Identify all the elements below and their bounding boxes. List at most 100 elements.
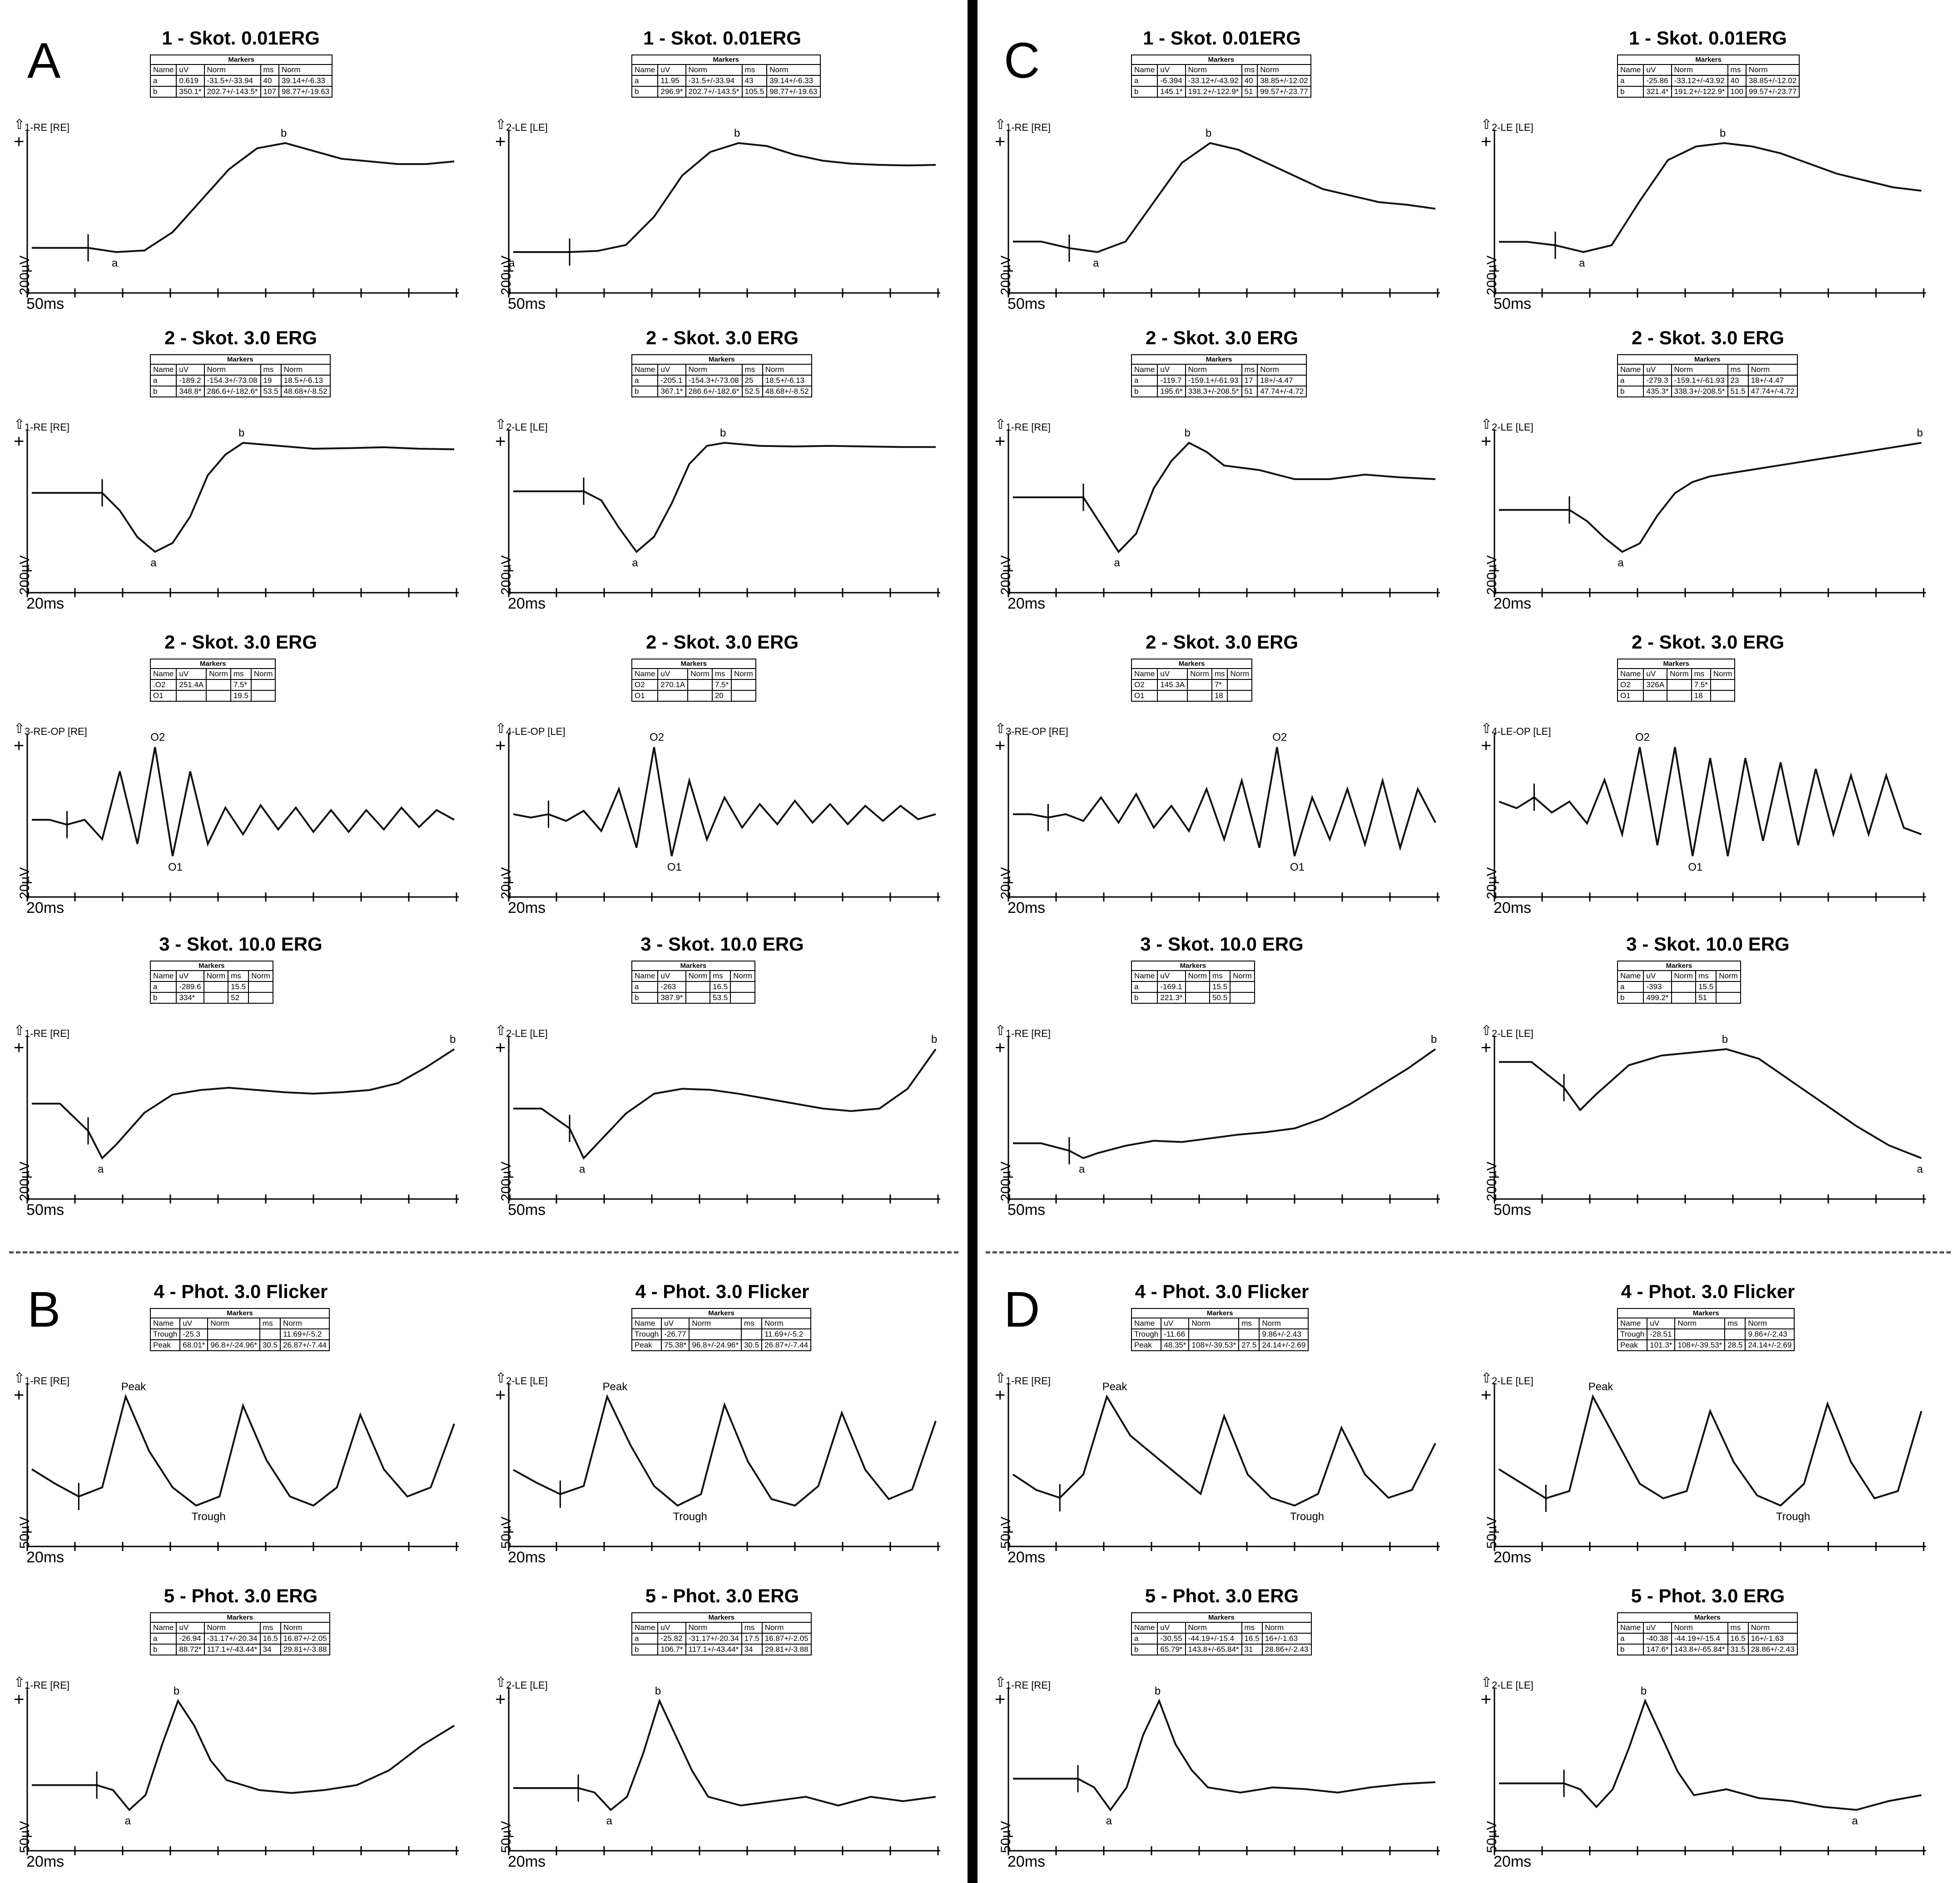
- erg-waveform: [1499, 142, 1922, 253]
- markers-cell: 39.14+/-6.33: [278, 75, 333, 87]
- plus-icon: +: [995, 132, 1006, 152]
- plot-title: 3 - Skot. 10.0 ERG: [640, 933, 804, 955]
- markers-cell: 17: [1241, 375, 1258, 387]
- channel-label: 1-RE [RE]: [25, 421, 70, 433]
- plus-icon: +: [1481, 1038, 1492, 1058]
- peak-label: b: [655, 1685, 661, 1697]
- erg-trace-area: ab: [26, 427, 459, 597]
- markers-cell: 16.87+/-2.05: [280, 1633, 330, 1645]
- markers-header-cell: Norm: [250, 668, 276, 680]
- markers-cell: 18+/-4.47: [1747, 375, 1798, 387]
- up-arrow-icon: ⇧: [1481, 721, 1493, 736]
- time-scale-label: 20ms: [1494, 1549, 1532, 1566]
- markers-table: Markers Name uV Norm ms Norm O2 270.1A 7.5* O1 20: [631, 659, 756, 702]
- markers-table: Markers Name uV Norm ms Norm O2 145.3A 7* O1 18: [1131, 659, 1253, 702]
- markers-cell: -279.3: [1643, 375, 1672, 387]
- trough-label: a: [632, 557, 638, 569]
- markers-cell: a: [1617, 1633, 1644, 1645]
- erg-waveform: [32, 747, 455, 857]
- markers-header-cell: Norm: [689, 1318, 742, 1329]
- panel-letter-d: D: [1004, 1282, 1040, 1338]
- markers-cell: 286.6+/-182.6*: [203, 386, 261, 397]
- time-scale-label: 50ms: [1007, 1201, 1046, 1219]
- markers-header-cell: Norm: [687, 668, 713, 680]
- plot-title: 5 - Phot. 3.0 ERG: [1145, 1585, 1299, 1606]
- markers-cell: 53.5: [710, 992, 731, 1004]
- markers-cell: 15.5: [1209, 981, 1231, 993]
- markers-cell: -31.5+/-33.94: [203, 75, 261, 87]
- plot-title: 2 - Skot. 3.0 ERG: [1145, 631, 1299, 653]
- markers-cell: 0.619: [176, 75, 205, 87]
- markers-header-cell: Norm: [1185, 1622, 1242, 1634]
- markers-caption: Markers: [150, 354, 331, 365]
- markers-cell: -159.1+/-61.93: [1671, 375, 1728, 387]
- markers-cell: 18: [1691, 690, 1711, 702]
- markers-cell: 75.38*: [661, 1339, 690, 1351]
- erg-waveform: [32, 441, 455, 553]
- trough-label: a: [125, 1815, 131, 1827]
- markers-header-cell: Norm: [1747, 1622, 1798, 1634]
- trough-label: a: [1579, 257, 1585, 269]
- time-scale-label: 20ms: [508, 899, 546, 917]
- markers-header-cell: uV: [176, 668, 207, 680]
- markers-cell: 48.68+/-8.52: [762, 386, 812, 397]
- markers-header-cell: Name: [1131, 668, 1158, 680]
- markers-table: Markers Name uV Norm ms Norm a -119.7 -159.1+/-6…: [1131, 354, 1307, 397]
- channel-label: 4-LE-OP [LE]: [506, 726, 566, 737]
- markers-table: Markers Name uV Norm ms Norm a -25.86 -33.12+/-4…: [1617, 55, 1800, 98]
- trough-label: a: [1079, 1163, 1085, 1175]
- time-scale-label: 50ms: [508, 1201, 546, 1219]
- markers-cell: 39.14+/-6.33: [766, 75, 821, 87]
- markers-header-cell: uV: [1157, 970, 1186, 982]
- markers-cell: [248, 992, 273, 1004]
- markers-cell: Trough: [631, 1328, 662, 1340]
- markers-cell: 24.14+/-2.69: [1259, 1339, 1309, 1351]
- markers-cell: [1187, 679, 1212, 691]
- plus-icon: +: [995, 431, 1006, 451]
- time-scale-label: 20ms: [508, 1549, 546, 1566]
- markers-cell: [1238, 1328, 1260, 1340]
- markers-header-cell: uV: [657, 64, 686, 76]
- markers-cell: O1: [1131, 690, 1158, 702]
- peak-label: b: [1720, 127, 1726, 139]
- erg-plot: 2 - Skot. 3.0 ERG Markers Name uV Norm ms Norm…: [14, 327, 468, 613]
- markers-caption: Markers: [1617, 354, 1798, 365]
- markers-cell: 7.5*: [711, 679, 732, 691]
- plot-title: 2 - Skot. 3.0 ERG: [1631, 631, 1785, 653]
- markers-cell: -205.1: [657, 375, 686, 387]
- markers-cell: [206, 679, 231, 691]
- markers-header-cell: uV: [1643, 1622, 1672, 1634]
- markers-cell: Peak: [149, 1339, 181, 1351]
- erg-trace-area: ab: [1494, 1685, 1926, 1855]
- markers-cell: 191.2+/-122.9*: [1185, 86, 1242, 98]
- markers-header-cell: Norm: [685, 64, 743, 76]
- erg-trace-area: ab: [508, 427, 940, 597]
- markers-table: Markers Name uV Norm ms Norm a -289.6 15.5 b 334* 5…: [149, 961, 273, 1004]
- markers-cell: b: [1617, 386, 1644, 397]
- panel-divider: [968, 0, 978, 1883]
- up-arrow-icon: ⇧: [1481, 1675, 1493, 1690]
- erg-waveform: [513, 747, 936, 857]
- erg-plot: 4 - Phot. 3.0 Flicker Markers Name uV Norm ms…: [1481, 1281, 1935, 1567]
- markers-cell: 16.5: [259, 1633, 281, 1645]
- erg-plot: 4 - Phot. 3.0 Flicker Markers Name uV Norm ms…: [995, 1281, 1449, 1567]
- markers-cell: 107: [260, 86, 279, 98]
- channel-label: 4-LE-OP [LE]: [1492, 726, 1551, 737]
- markers-header-cell: Norm: [1257, 364, 1307, 376]
- channel-label: 2-LE [LE]: [1492, 1375, 1533, 1387]
- markers-cell: 143.8+/-65.84*: [1671, 1644, 1728, 1655]
- markers-cell: 338.3+/-208.5*: [1185, 386, 1242, 397]
- channel-label: 1-RE [RE]: [25, 1680, 70, 1691]
- trough-label: a: [1852, 1815, 1858, 1827]
- markers-cell: -30.55: [1157, 1633, 1186, 1645]
- plus-icon: +: [495, 132, 506, 152]
- peak-label: Peak: [1588, 1381, 1614, 1393]
- markers-cell: 11.69+/-5.2: [761, 1328, 812, 1340]
- markers-header-cell: ms: [1695, 970, 1717, 982]
- erg-plot: 5 - Phot. 3.0 ERG Markers Name uV Norm ms Norm…: [495, 1585, 949, 1871]
- markers-header-cell: uV: [1643, 668, 1668, 680]
- erg-plot: 3 - Skot. 10.0 ERG Markers Name uV Norm ms Nor…: [495, 933, 949, 1219]
- markers-cell: [689, 1328, 742, 1340]
- markers-caption: Markers: [631, 1612, 812, 1623]
- markers-cell: -31.17+/-20.34: [685, 1633, 742, 1645]
